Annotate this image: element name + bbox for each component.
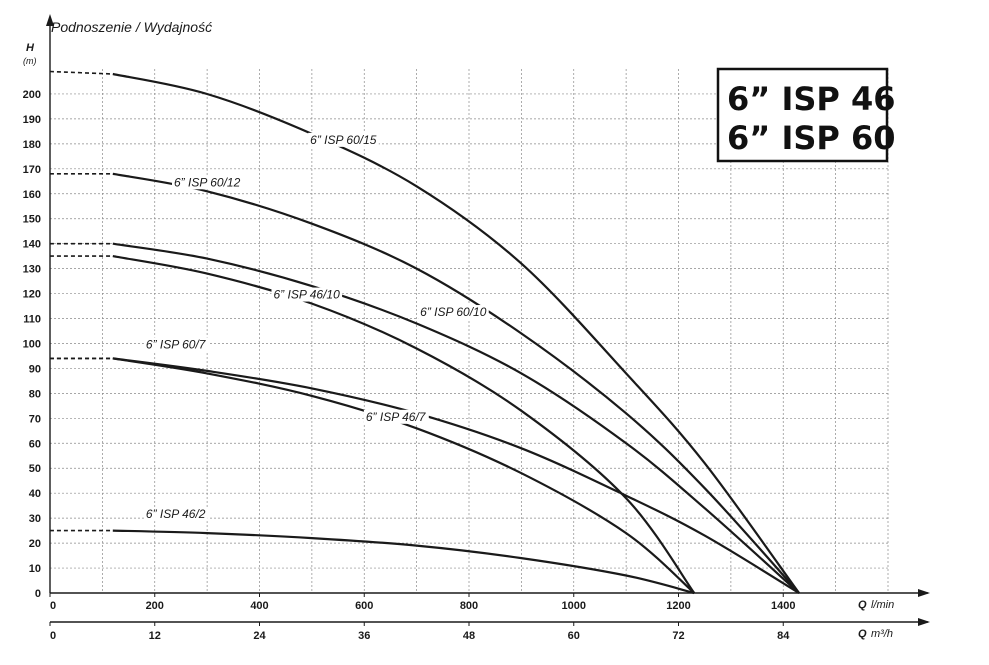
model-name-2: 6” ISP 60: [727, 119, 896, 157]
x-axis-primary-unit: l/min: [871, 599, 894, 611]
curve-label-6-isp-60-10: 6” ISP 60/10: [420, 305, 487, 319]
curve-6-isp-60-15: [112, 72, 800, 594]
y-tick-label: 190: [23, 114, 41, 126]
y-tick-label: 30: [29, 513, 41, 525]
y-axis-arrow: [46, 14, 54, 26]
x-axis-secondary-title: Q m³/h: [858, 628, 893, 640]
y-tick-label: 70: [29, 413, 41, 425]
curve-6-isp-46-7: [112, 357, 695, 594]
y-axis-unit: (m): [23, 56, 37, 66]
x-axis-primary-arrow: [918, 589, 930, 597]
y-tick-label: 0: [35, 588, 41, 600]
y-tick-label: 40: [29, 488, 41, 500]
y-tick-label: 140: [23, 239, 41, 251]
curve-label-bg: [143, 337, 209, 352]
labels: 6” ISP 60/15 6” ISP 60/12 6” ISP 60/10 6” I…: [143, 132, 489, 522]
y-tick-label: 20: [29, 538, 41, 550]
axes: 0102030405060708090100110120130140150160…: [23, 14, 930, 642]
y-tick-label: 180: [23, 139, 41, 151]
model-box-border: [716, 67, 889, 163]
curves: [49, 70, 800, 595]
y-tick-label: 100: [23, 338, 41, 350]
x-tick-label-primary: 1200: [666, 600, 690, 612]
curve-dashed-6-isp-60-15: [49, 70, 113, 75]
x-axis-primary-title: Q l/min: [858, 599, 894, 611]
model-box: 6” ISP 46 6” ISP 60: [716, 67, 896, 163]
curve-6-isp-46-10: [112, 255, 696, 594]
y-tick-label: 200: [23, 89, 41, 101]
curve-6-isp-60-7: [112, 357, 800, 594]
curve-label-6-isp-60-15: 6” ISP 60/15: [310, 133, 377, 147]
curve-label-bg: [418, 305, 489, 320]
curve-6-isp-46-2: [112, 529, 695, 595]
x-tick-label-secondary: 0: [50, 630, 56, 642]
x-axis-secondary-unit: m³/h: [871, 628, 893, 640]
x-axis-primary-q: Q: [858, 599, 867, 611]
x-tick-label-primary: 200: [146, 600, 164, 612]
y-tick-label: 150: [23, 214, 41, 226]
curve-label-6-isp-46-10: 6” ISP 46/10: [274, 288, 341, 302]
x-tick-label-primary: 0: [50, 600, 56, 612]
x-tick-label-secondary: 60: [568, 630, 580, 642]
y-tick-label: 110: [23, 314, 41, 326]
y-tick-label: 10: [29, 563, 41, 575]
curve-label-6-isp-46-2: 6” ISP 46/2: [146, 507, 206, 521]
model-name-1: 6” ISP 46: [727, 80, 896, 118]
curve-label-bg: [308, 132, 379, 147]
grid: [50, 69, 889, 594]
curve-label-6-isp-60-12: 6” ISP 60/12: [174, 175, 241, 189]
x-tick-label-primary: 400: [250, 600, 268, 612]
chart-title: Podnoszenie / Wydajność: [51, 19, 212, 35]
curve-label-bg: [171, 175, 243, 190]
y-tick-label: 120: [23, 289, 41, 301]
x-tick-label-secondary: 72: [672, 630, 684, 642]
x-tick-label-secondary: 48: [463, 630, 475, 642]
curve-label-bg: [363, 409, 429, 424]
x-tick-label-primary: 1000: [562, 600, 586, 612]
y-tick-label: 160: [23, 189, 41, 201]
y-tick-label: 50: [29, 463, 41, 475]
y-axis-label: H: [26, 42, 35, 54]
x-axis-secondary-q: Q: [858, 628, 867, 640]
x-tick-label-primary: 800: [460, 600, 478, 612]
x-tick-label-secondary: 12: [149, 630, 161, 642]
y-tick-label: 170: [23, 164, 41, 176]
curve-6-isp-60-10: [112, 242, 800, 594]
y-tick-label: 80: [29, 388, 41, 400]
x-tick-label-secondary: 24: [253, 630, 266, 642]
y-tick-label: 60: [29, 438, 41, 450]
x-tick-label-primary: 1400: [771, 600, 795, 612]
curve-label-6-isp-60-7: 6” ISP 60/7: [146, 337, 207, 351]
x-axis-secondary-arrow: [918, 618, 930, 626]
x-tick-label-secondary: 84: [777, 630, 790, 642]
y-tick-label: 130: [23, 264, 41, 276]
curve-label-bg: [143, 507, 208, 522]
x-tick-label-primary: 600: [355, 600, 373, 612]
curve-label-6-isp-46-7: 6” ISP 46/7: [366, 410, 427, 424]
y-tick-label: 90: [29, 363, 41, 375]
curve-label-bg: [271, 287, 343, 302]
x-tick-label-secondary: 36: [358, 630, 370, 642]
